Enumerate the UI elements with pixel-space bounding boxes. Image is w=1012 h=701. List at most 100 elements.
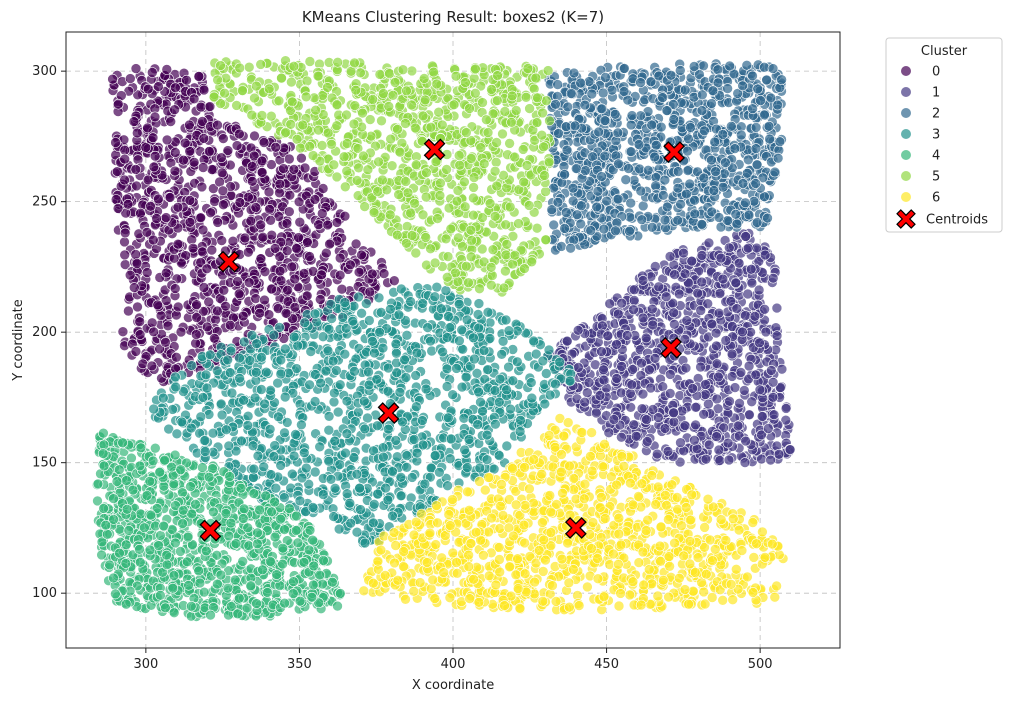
cluster-3-point: [351, 468, 363, 480]
cluster-0-point: [134, 329, 146, 340]
cluster-3-point: [307, 502, 319, 513]
cluster-2-point: [560, 207, 572, 218]
cluster-2-point: [755, 95, 766, 106]
cluster-0-point: [378, 268, 390, 279]
cluster-3-point: [385, 303, 396, 315]
cluster-2-point: [706, 98, 717, 109]
cluster-1-point: [636, 403, 648, 415]
cluster-0-point: [130, 63, 142, 74]
cluster-0-point: [148, 326, 159, 338]
cluster-2-point: [706, 154, 717, 166]
cluster-3-point: [373, 292, 385, 304]
cluster-3-point: [314, 441, 326, 453]
cluster-0-point: [134, 316, 145, 328]
cluster-3-point: [564, 375, 576, 387]
cluster-0-point: [152, 299, 163, 311]
cluster-2-point: [747, 103, 758, 114]
cluster-3-point: [251, 338, 263, 350]
cluster-0-point: [153, 81, 164, 92]
cluster-3-point: [260, 366, 272, 378]
cluster-3-point: [503, 325, 515, 337]
cluster-1-point: [746, 396, 758, 408]
cluster-3-point: [222, 354, 233, 366]
cluster-0-point: [293, 232, 304, 243]
cluster-2-point: [599, 115, 611, 126]
cluster-3-point: [250, 366, 262, 378]
cluster-3-point: [390, 435, 402, 446]
cluster-1-point: [625, 388, 636, 399]
cluster-2-point: [661, 201, 673, 213]
cluster-0-point: [147, 67, 158, 78]
cluster-3-point: [328, 396, 340, 408]
cluster-0-point: [131, 258, 143, 269]
cluster-2-point: [591, 201, 603, 213]
cluster-0-point: [284, 189, 296, 201]
cluster-2-point: [649, 151, 660, 163]
cluster-3-point: [331, 365, 342, 376]
cluster-3-point: [273, 411, 284, 423]
cluster-3-point: [221, 424, 232, 436]
cluster-2-point: [548, 219, 560, 231]
cluster-3-point: [493, 450, 505, 461]
cluster-3-point: [490, 418, 501, 430]
cluster-1-point: [713, 307, 725, 319]
cluster-3-point: [393, 309, 405, 321]
cluster-1-point: [668, 407, 679, 419]
cluster-1-point: [765, 365, 777, 376]
cluster-1-point: [628, 419, 640, 431]
cluster-0-point: [140, 142, 152, 153]
cluster-3-point: [354, 482, 365, 494]
cluster-3-point: [309, 369, 321, 380]
cluster-0-point: [316, 269, 327, 281]
cluster-0-point: [214, 176, 225, 188]
cluster-2-point: [585, 225, 597, 236]
cluster-2-point: [767, 63, 779, 74]
cluster-3-point: [252, 450, 264, 462]
cluster-2-point: [748, 196, 760, 207]
cluster-3-point: [355, 504, 366, 515]
cluster-3-point: [281, 417, 293, 428]
cluster-2-point: [696, 89, 708, 101]
cluster-2-point: [619, 63, 630, 74]
cluster-0-point: [198, 306, 209, 317]
cluster-0-point: [231, 140, 243, 151]
cluster-1-point: [759, 249, 771, 261]
cluster-0-point: [132, 301, 143, 313]
cluster-3-point: [539, 398, 551, 410]
cluster-2-point: [672, 166, 684, 177]
cluster-3-point: [444, 322, 456, 333]
cluster-0-point: [201, 321, 213, 333]
cluster-3-point: [419, 478, 431, 490]
cluster-3-point: [359, 423, 371, 435]
cluster-0-point: [313, 219, 324, 230]
cluster-1-point: [652, 412, 664, 423]
cluster-2-point: [679, 84, 691, 96]
cluster-3-point: [456, 381, 468, 393]
cluster-0-point: [119, 144, 131, 156]
cluster-0-point: [209, 196, 220, 207]
cluster-3-point: [353, 291, 364, 303]
cluster-0-point: [282, 284, 293, 296]
cluster-3-point: [345, 517, 357, 529]
cluster-3-point: [554, 356, 566, 368]
cluster-2-point: [741, 168, 753, 179]
cluster-3-point: [390, 338, 402, 350]
cluster-2-point: [699, 125, 710, 137]
cluster-2-point: [646, 119, 658, 131]
cluster-3-point: [186, 360, 197, 371]
cluster-0-point: [112, 203, 124, 214]
cluster-0-point: [286, 261, 298, 273]
cluster-3-point: [270, 482, 282, 494]
cluster-1-point: [715, 252, 727, 264]
cluster-0-point: [250, 202, 262, 213]
cluster-3-point: [482, 364, 494, 375]
cluster-0-point: [218, 199, 229, 210]
cluster-3-point: [294, 495, 306, 507]
cluster-3-point: [223, 440, 235, 452]
cluster-1-point: [711, 340, 722, 352]
cluster-2-point: [625, 146, 637, 157]
cluster-3-point: [349, 365, 360, 377]
cluster-0-point: [256, 167, 268, 178]
cluster-3-point: [368, 498, 380, 510]
cluster-0-point: [270, 142, 282, 153]
